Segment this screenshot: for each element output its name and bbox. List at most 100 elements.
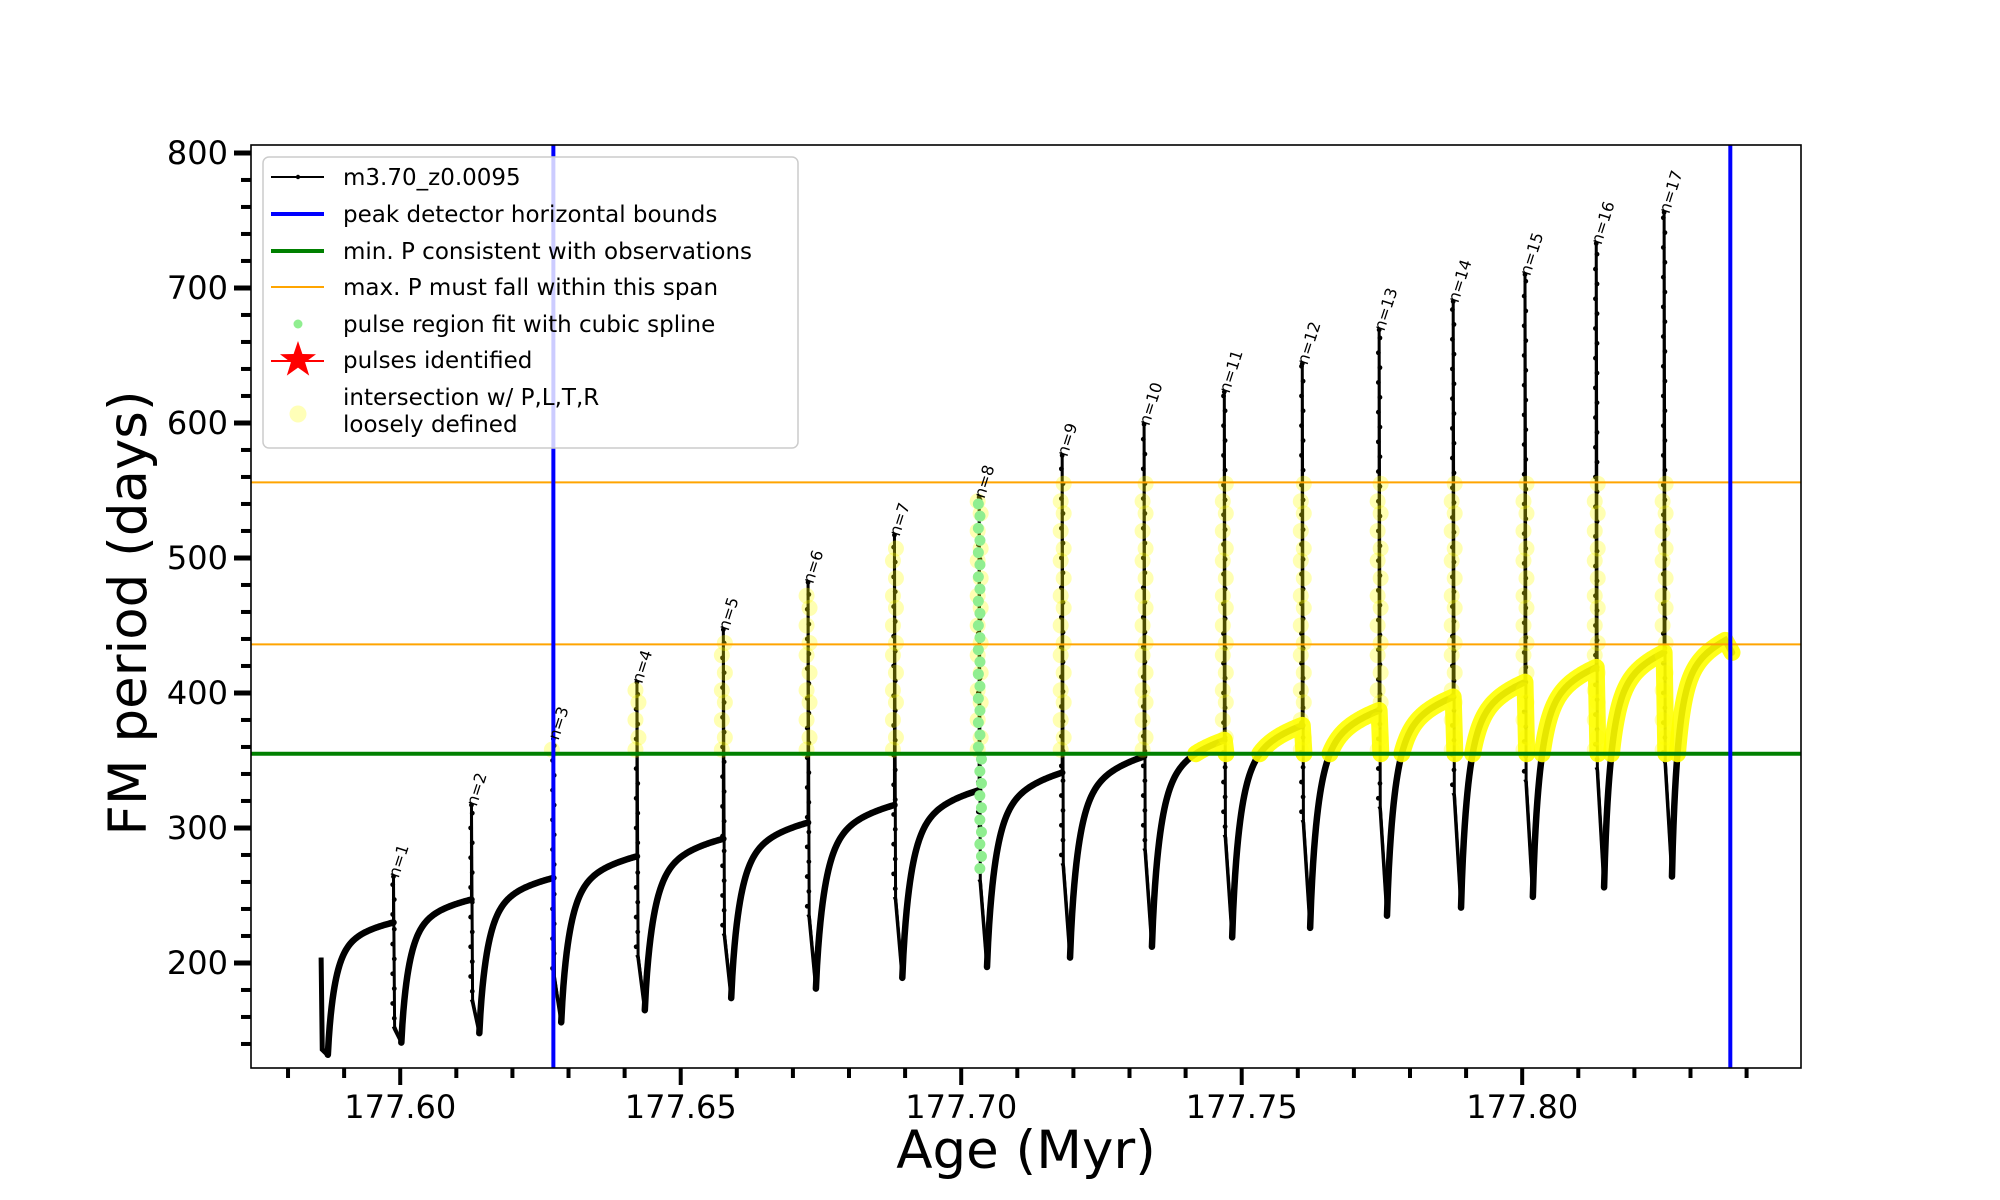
series-marker	[1058, 733, 1064, 739]
x-tick-label: 177.75	[1186, 1088, 1298, 1126]
intersection-point	[1214, 522, 1231, 539]
y-tick-label: 800	[167, 134, 228, 172]
series-marker	[1449, 307, 1455, 312]
spline-fit-point	[974, 790, 986, 802]
series-marker	[721, 759, 727, 765]
series-marker	[1299, 601, 1304, 607]
series-marker	[1300, 438, 1306, 443]
intersection-point	[1518, 540, 1535, 557]
spline-fit-point	[972, 619, 984, 631]
series-marker	[1377, 335, 1383, 341]
series-marker	[1060, 808, 1066, 813]
intersection-point	[1372, 570, 1389, 587]
series-marker	[1593, 563, 1598, 569]
series-marker	[891, 871, 897, 877]
intersection-point	[1657, 540, 1674, 557]
series-marker	[1140, 496, 1146, 501]
intersection-point	[1446, 505, 1463, 522]
intersection-point	[1586, 522, 1603, 539]
series-marker	[1450, 299, 1456, 304]
series-marker	[1451, 559, 1457, 565]
series-marker	[1660, 482, 1666, 488]
legend-label-line2: loosely defined	[343, 412, 518, 438]
series-marker	[1451, 470, 1457, 476]
series-marker	[1300, 527, 1306, 533]
intersection-point	[1586, 587, 1603, 604]
series-marker	[1221, 482, 1226, 488]
series-marker	[1451, 678, 1457, 684]
series-marker	[720, 803, 725, 809]
series-marker	[1523, 457, 1529, 462]
intersection-point	[630, 694, 647, 711]
series-marker	[720, 774, 725, 780]
series-marker	[1660, 512, 1666, 518]
intersection-point	[627, 711, 644, 728]
series-marker	[1451, 351, 1457, 357]
series-marker	[804, 903, 810, 909]
intersection-point	[1654, 552, 1671, 569]
series-marker	[892, 708, 898, 713]
series-marker	[891, 604, 897, 609]
series-marker	[1377, 632, 1383, 638]
intersection-point	[1137, 729, 1154, 746]
intersection-point	[1518, 599, 1535, 616]
intersection-point	[1372, 664, 1389, 681]
series-marker	[721, 729, 727, 735]
series-marker	[1594, 489, 1600, 495]
legend-entry-intersection: intersection w/ P,L,T,R loosely defined	[289, 385, 599, 438]
series-marker	[1142, 570, 1148, 576]
series-marker	[1060, 778, 1066, 784]
series-marker	[1140, 763, 1146, 769]
spline-fit-point	[972, 668, 984, 680]
series-marker	[1661, 209, 1667, 215]
intersection-point	[1055, 664, 1072, 681]
series-marker	[1662, 378, 1668, 384]
series-marker	[1594, 400, 1600, 406]
series-marker	[1375, 409, 1381, 415]
series-marker	[1523, 575, 1529, 581]
series-marker	[469, 988, 475, 994]
series-marker	[1300, 497, 1306, 503]
series-marker	[1375, 587, 1381, 593]
series-marker	[1375, 766, 1381, 771]
intersection-point	[884, 711, 901, 728]
intersection-point	[1515, 522, 1532, 539]
series-marker	[1593, 326, 1598, 331]
intersection-point	[1217, 540, 1234, 557]
series-marker	[1593, 296, 1598, 302]
x-axis-label: Age (Myr)	[896, 1120, 1156, 1181]
spline-fit-point	[972, 644, 984, 656]
series-recovery-segment	[1066, 753, 1148, 961]
intersection-point	[887, 694, 904, 711]
intersection-point	[1515, 552, 1532, 569]
intersection-point	[884, 682, 901, 699]
series-marker	[1058, 852, 1064, 858]
series-marker	[804, 814, 810, 820]
series-marker	[1449, 485, 1455, 491]
series-marker	[469, 810, 475, 816]
series-marker	[1593, 266, 1598, 272]
series-marker	[1140, 436, 1146, 442]
series-marker	[1222, 497, 1228, 503]
intersection-point	[1055, 540, 1072, 557]
series-marker	[1221, 512, 1226, 518]
series-marker	[804, 606, 810, 612]
series-marker	[391, 956, 397, 962]
series-marker	[1521, 323, 1527, 329]
intersection-point	[1137, 540, 1154, 557]
series-marker	[1593, 593, 1598, 599]
intersection-point	[627, 682, 644, 699]
intersection-point	[1137, 475, 1154, 492]
series-marker	[1058, 793, 1064, 798]
series-marker	[1660, 423, 1666, 429]
intersection-point	[1292, 493, 1309, 510]
series-marker	[1058, 466, 1064, 472]
series-marker	[1521, 293, 1527, 299]
series-marker	[1521, 501, 1527, 507]
series-marker	[1523, 427, 1529, 433]
intersection-point	[1446, 635, 1463, 652]
series-marker	[1299, 660, 1304, 666]
series-marker	[1222, 705, 1228, 711]
series-marker	[1142, 808, 1148, 813]
intersection-point	[1586, 552, 1603, 569]
